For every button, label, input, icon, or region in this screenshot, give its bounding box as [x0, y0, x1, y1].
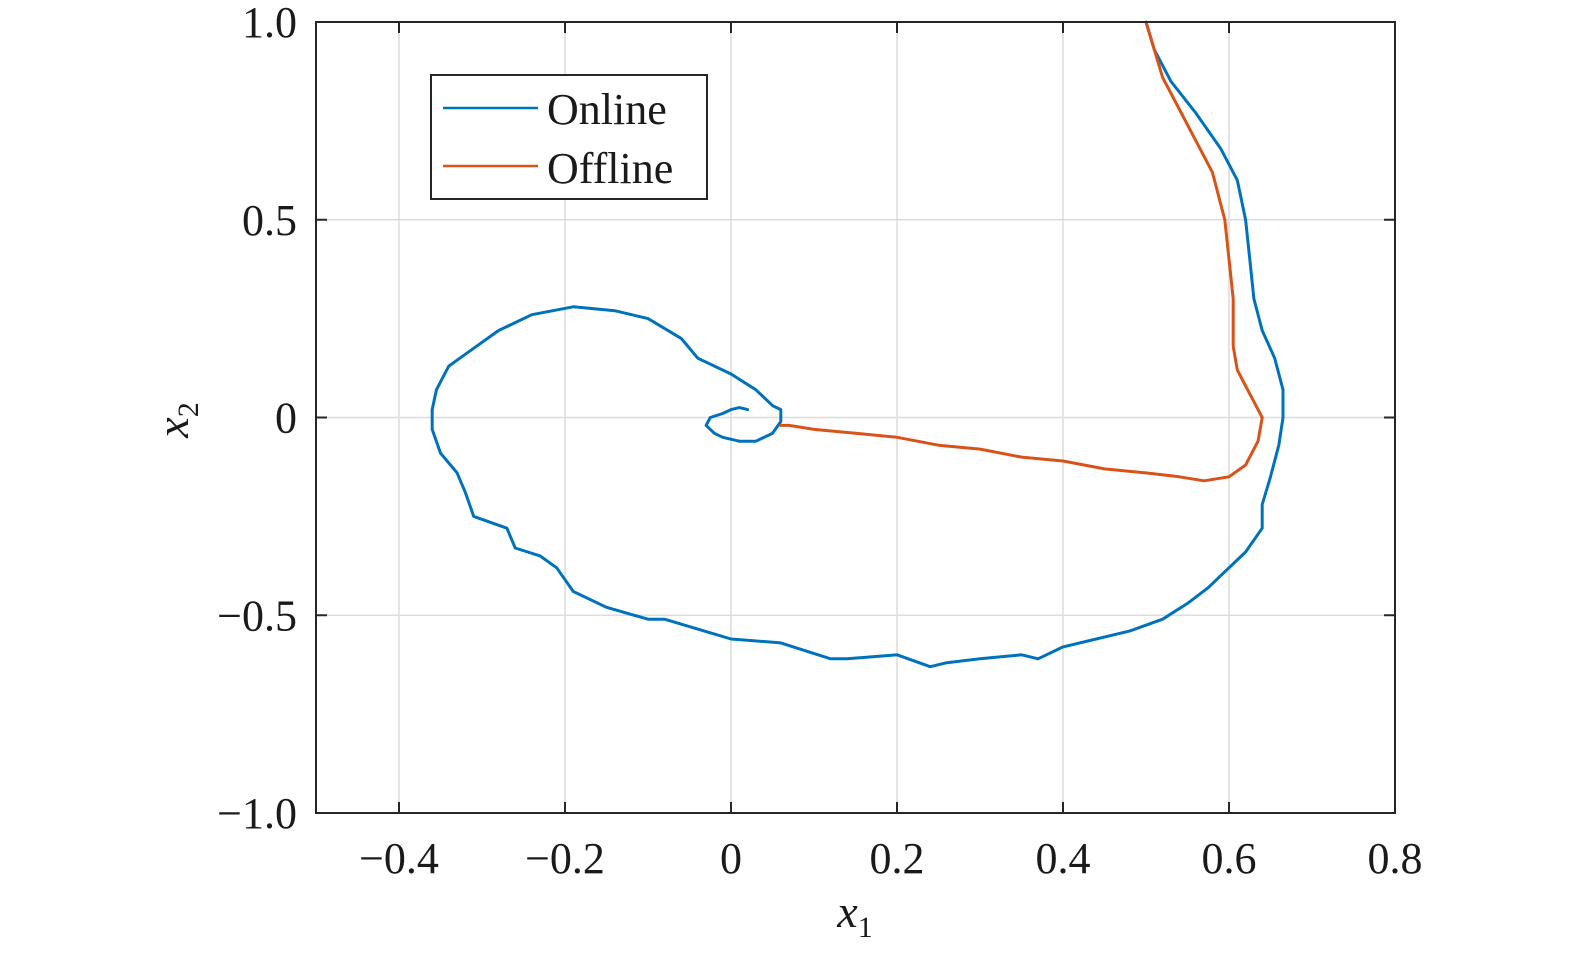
x-tick-label: 0	[720, 834, 742, 883]
x-tick-label: 0.6	[1202, 834, 1257, 883]
x-axis-label: x1	[836, 886, 872, 944]
series-line-offline	[779, 20, 1264, 483]
series-line-online	[430, 20, 1285, 669]
legend-label-offline: Offline	[547, 144, 673, 193]
x-tick-label: −0.4	[359, 834, 439, 883]
y-tick-label: 0.5	[242, 196, 297, 245]
x-tick-label: 0.2	[870, 834, 925, 883]
legend: Online Offline	[430, 74, 708, 200]
x-tick-label: −0.2	[525, 834, 605, 883]
y-axis-label: x2	[147, 402, 205, 438]
legend-box	[430, 74, 708, 200]
y-tick-labels: 1.0 0.5 0 −0.5 −1.0	[217, 0, 297, 838]
y-tick-label: −0.5	[217, 591, 297, 640]
x-tick-label: 0.4	[1036, 834, 1091, 883]
y-tick-label: 0	[275, 394, 297, 443]
axis-ticks	[316, 21, 1396, 814]
legend-label-online: Online	[547, 85, 667, 134]
y-tick-label: 1.0	[242, 0, 297, 47]
x-tick-labels: −0.4 −0.2 0 0.2 0.4 0.6 0.8	[359, 834, 1422, 883]
series-layer	[430, 20, 1285, 669]
x-tick-label: 0.8	[1368, 834, 1423, 883]
y-tick-label: −1.0	[217, 789, 297, 838]
